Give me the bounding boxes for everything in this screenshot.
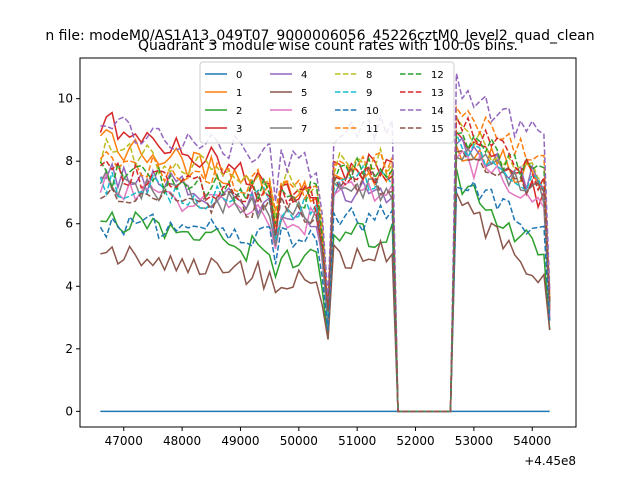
series-layer bbox=[99, 73, 551, 413]
legend-label-14: 14 bbox=[431, 106, 444, 117]
series-line-8 bbox=[99, 114, 551, 413]
x-tick-label: 51000 bbox=[338, 434, 376, 448]
legend-box bbox=[199, 61, 455, 144]
series-line-13 bbox=[99, 115, 551, 413]
legend-label-15: 15 bbox=[431, 124, 444, 135]
x-tick-label: 53000 bbox=[455, 434, 493, 448]
chart-title: Quadrant 3 module wise count rates with … bbox=[138, 38, 518, 54]
y-tick-label: 8 bbox=[65, 154, 73, 168]
legend-label-10: 10 bbox=[366, 106, 379, 117]
x-offset-label: +4.45e8 bbox=[524, 454, 576, 468]
legend-label-6: 6 bbox=[301, 106, 307, 117]
series-line-2 bbox=[100, 168, 551, 413]
x-tick-label: 49000 bbox=[221, 434, 259, 448]
legend-label-7: 7 bbox=[301, 124, 307, 135]
legend-label-3: 3 bbox=[236, 124, 242, 135]
x-axis: 47000 48000 49000 50000 51000 52000 53000 54000 bbox=[105, 427, 551, 448]
x-tick-label: 50000 bbox=[280, 434, 318, 448]
y-tick-label: 0 bbox=[65, 404, 73, 418]
legend-label-12: 12 bbox=[431, 70, 444, 81]
x-tick-label: 48000 bbox=[163, 434, 201, 448]
figure-suptitle: n file: modeM0/AS1A13_049T07_9000006056_… bbox=[45, 28, 594, 44]
y-tick-label: 10 bbox=[58, 92, 73, 106]
legend-label-9: 9 bbox=[366, 88, 372, 99]
legend-label-11: 11 bbox=[366, 124, 379, 135]
x-tick-label: 54000 bbox=[513, 434, 551, 448]
legend-label-1: 1 bbox=[236, 88, 242, 99]
legend-label-13: 13 bbox=[431, 88, 444, 99]
series-line-5 bbox=[100, 192, 551, 413]
legend-label-4: 4 bbox=[301, 70, 307, 81]
x-tick-label: 52000 bbox=[396, 434, 434, 448]
legend-label-8: 8 bbox=[366, 70, 372, 81]
y-tick-label: 4 bbox=[65, 279, 73, 293]
series-line-15 bbox=[100, 149, 551, 413]
y-tick-label: 2 bbox=[65, 342, 73, 356]
plot-frame bbox=[79, 57, 577, 428]
series-line-10 bbox=[99, 179, 551, 413]
legend-label-0: 0 bbox=[236, 70, 242, 81]
legend-label-2: 2 bbox=[236, 106, 242, 117]
y-tick-label: 6 bbox=[65, 217, 73, 231]
y-axis: 0 2 4 6 8 10 bbox=[58, 92, 80, 418]
x-tick-label: 47000 bbox=[105, 434, 143, 448]
legend-label-5: 5 bbox=[301, 88, 307, 99]
